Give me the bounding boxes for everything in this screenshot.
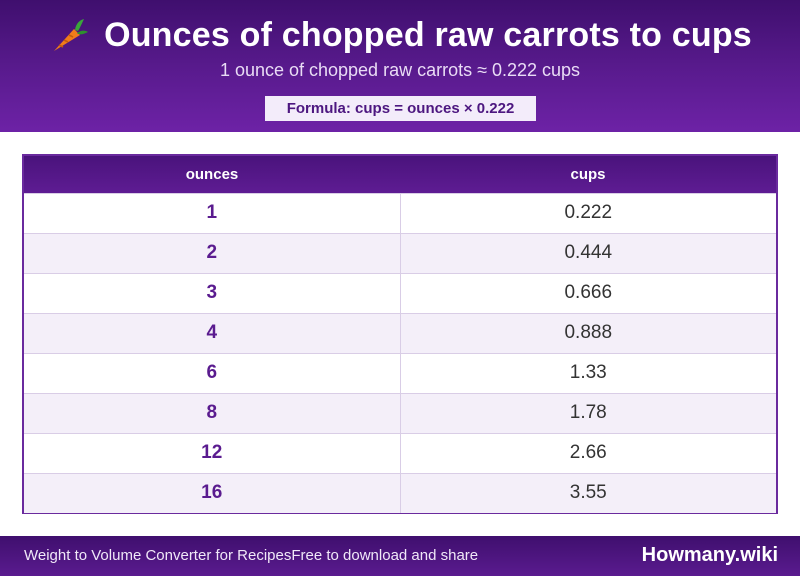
- cups-cell: 1.33: [400, 352, 776, 393]
- column-header-cups: cups: [400, 156, 776, 193]
- subtitle: 1 ounce of chopped raw carrots ≈ 0.222 c…: [219, 60, 581, 80]
- carrot-icon: [54, 19, 89, 51]
- ounces-cell: 6: [24, 352, 401, 393]
- table-row: 6 1.33: [24, 352, 776, 393]
- cups-cell: 2.66: [400, 432, 776, 473]
- table-row: 4 0.888: [24, 312, 776, 353]
- title-row: Ounces of chopped raw carrots to cups: [0, 14, 800, 56]
- ounces-cell: 16: [24, 472, 401, 513]
- ounces-cell: 2: [24, 232, 401, 273]
- cups-cell: 3.55: [400, 472, 776, 513]
- cups-cell: 1.78: [400, 392, 776, 433]
- table-row: 8 1.78: [24, 392, 776, 433]
- table-row: 1 0.222: [24, 192, 776, 233]
- table-row: 2 0.444: [24, 232, 776, 273]
- footer-tagline: Weight to Volume Converter for RecipesFr…: [24, 547, 479, 564]
- cups-cell: 0.888: [400, 312, 776, 353]
- column-header-ounces: ounces: [24, 156, 400, 193]
- ounces-cell: 1: [24, 192, 401, 233]
- ounces-cell: 8: [24, 392, 401, 433]
- cups-cell: 0.444: [400, 232, 776, 273]
- ounces-cell: 12: [24, 432, 401, 473]
- formula-badge: Formula: cups = ounces × 0.222: [265, 96, 536, 121]
- ounces-cell: 3: [24, 272, 401, 313]
- brand-logo-text[interactable]: Howmany.wiki: [641, 544, 778, 566]
- cups-cell: 0.666: [400, 272, 776, 313]
- table-header-row: ounces cups: [24, 156, 776, 193]
- footer-bar: Weight to Volume Converter for RecipesFr…: [0, 536, 800, 576]
- table-row: 12 2.66: [24, 432, 776, 473]
- page-title: Ounces of chopped raw carrots to cups: [104, 15, 752, 54]
- cups-cell: 0.222: [400, 192, 776, 233]
- ounces-cell: 4: [24, 312, 401, 353]
- header-banner: Ounces of chopped raw carrots to cups 1 …: [0, 0, 800, 132]
- table-row: 3 0.666: [24, 272, 776, 313]
- conversion-table: ounces cups 1 0.222 2 0.444 3 0.666 4 0.…: [22, 154, 778, 514]
- table-row: 16 3.55: [24, 472, 776, 513]
